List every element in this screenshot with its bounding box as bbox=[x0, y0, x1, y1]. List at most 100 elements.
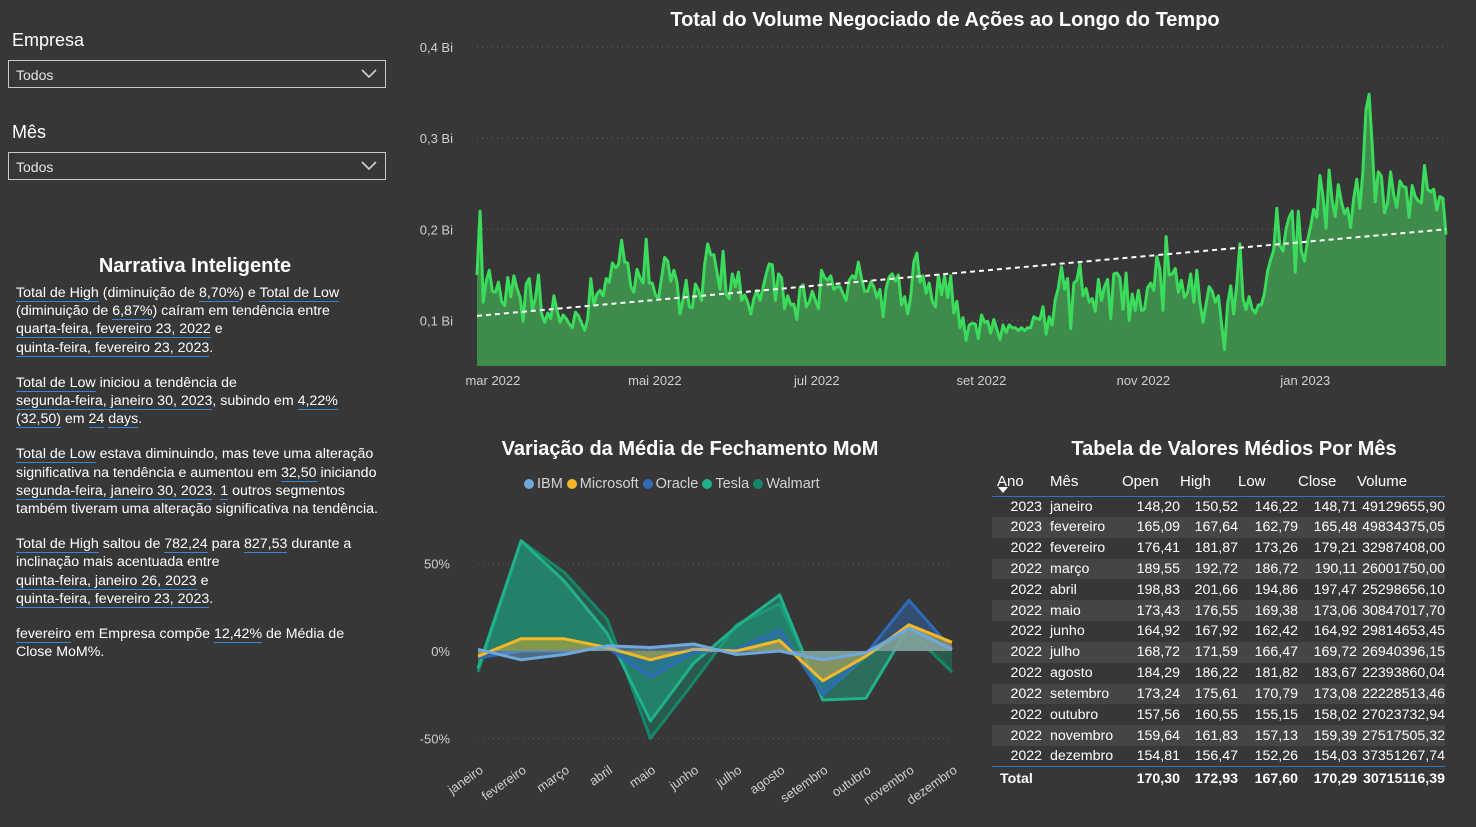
narrative-value: quinta-feira, janeiro 26, 2023 bbox=[16, 572, 197, 590]
chevron-down-icon bbox=[361, 161, 377, 171]
table-cell-mes: novembro bbox=[1044, 725, 1122, 747]
x-tick-label: nov 2022 bbox=[1117, 373, 1171, 388]
narrative-text: iniciando bbox=[316, 464, 377, 481]
smart-narrative: Total de High (diminuição de 8,70%) e To… bbox=[16, 284, 384, 678]
table-cell-high: 167,92 bbox=[1194, 623, 1238, 640]
table-cell-vol: 37351267,74 bbox=[1362, 748, 1445, 765]
x-tick-label: jul 2022 bbox=[793, 373, 840, 388]
narrative-value: fevereiro bbox=[16, 626, 72, 644]
empresa-dropdown[interactable]: Todos bbox=[8, 60, 386, 88]
series-area-microsoft bbox=[478, 624, 952, 681]
table-cell-mes: setembro bbox=[1044, 683, 1122, 705]
column-header-close[interactable]: Close bbox=[1298, 473, 1337, 491]
narrative-value: segunda-feira, janeiro 30, 2023 bbox=[16, 393, 213, 411]
legend-label: Microsoft bbox=[579, 476, 639, 492]
narrative-value: 32,50 bbox=[281, 464, 317, 482]
table-cell-close: 148,71 bbox=[1313, 498, 1357, 515]
x-tick-label: jan 2023 bbox=[1279, 373, 1330, 388]
sort-descending-icon bbox=[998, 487, 1008, 493]
series-area-ibm bbox=[478, 628, 952, 660]
table-cell-close: 159,39 bbox=[1298, 725, 1357, 747]
narrative-value: 782,24 bbox=[164, 536, 208, 554]
total-cell-close: 170,29 bbox=[1313, 770, 1357, 787]
legend-marker-icon bbox=[524, 479, 534, 489]
y-tick-label: 0,1 Bi bbox=[420, 313, 453, 328]
x-tick-label: mar 2022 bbox=[465, 373, 520, 388]
table-cell-ano: 2023 bbox=[992, 516, 1044, 538]
table-cell-mes: agosto bbox=[1050, 665, 1093, 682]
table-cell-low: 181,82 bbox=[1254, 665, 1298, 682]
mes-dropdown[interactable]: Todos bbox=[8, 152, 386, 180]
column-header-low[interactable]: Low bbox=[1238, 473, 1266, 491]
table-cell-vol: 30847017,70 bbox=[1357, 600, 1445, 622]
legend-item[interactable]: Oracle bbox=[642, 476, 699, 492]
table-cell-close: 154,03 bbox=[1313, 748, 1357, 765]
legend-label: Oracle bbox=[655, 476, 699, 492]
table-cell-vol: 26940396,15 bbox=[1357, 641, 1445, 663]
column-header-vol[interactable]: Volume bbox=[1357, 473, 1408, 491]
x-tick-label: maio bbox=[626, 762, 658, 790]
table-cell-close: 179,21 bbox=[1313, 540, 1357, 557]
table-cell-close: 197,47 bbox=[1313, 581, 1357, 598]
narrative-value: segunda-feira, janeiro 30, 2023 bbox=[16, 482, 213, 500]
narrative-text: . bbox=[212, 482, 221, 499]
table-cell-low: 166,47 bbox=[1238, 641, 1298, 663]
table-cell-open: 154,81 bbox=[1136, 748, 1180, 765]
narrative-paragraph: Total de High saltou de 782,24 para 827,… bbox=[16, 535, 384, 608]
table-row: 2022 novembro 159,64 161,83 157,13 159,39 2751… bbox=[992, 725, 1445, 747]
total-cell-ano: Total bbox=[1000, 770, 1033, 787]
narrative-text: , subindo em bbox=[212, 393, 298, 410]
legend-item[interactable]: Tesla bbox=[702, 476, 749, 492]
table-cell-low: 162,42 bbox=[1254, 623, 1298, 640]
y-tick-label: -50% bbox=[420, 732, 451, 747]
table-cell-low: 146,22 bbox=[1254, 498, 1298, 515]
table-cell-mes: fevereiro bbox=[1044, 516, 1122, 538]
legend-label: IBM bbox=[537, 476, 563, 492]
table-cell-close: 158,02 bbox=[1313, 706, 1357, 723]
table-cell-ano: 2022 bbox=[1010, 623, 1042, 640]
column-header-high[interactable]: High bbox=[1180, 473, 1211, 491]
table-cell-ano: 2022 bbox=[992, 683, 1044, 705]
narrative-title: Narrativa Inteligente bbox=[98, 255, 292, 277]
legend-item[interactable]: IBM bbox=[524, 476, 563, 492]
narrative-paragraph: Total de Low estava diminuindo, mas teve… bbox=[16, 445, 384, 518]
narrative-text: de Média de Close MoM%. bbox=[16, 626, 345, 661]
table-cell-ano: 2023 bbox=[1010, 498, 1042, 515]
narrative-text: . bbox=[209, 339, 214, 356]
column-header-open[interactable]: Open bbox=[1122, 473, 1159, 491]
table-cell-open: 173,43 bbox=[1122, 600, 1180, 622]
legend-marker-icon bbox=[702, 479, 713, 489]
mom-legend: IBM Microsoft Oracle Tesla Walmart bbox=[524, 476, 824, 492]
table-cell-high: 176,55 bbox=[1180, 600, 1238, 622]
total-cell-vol: 30715116,39 bbox=[1362, 770, 1445, 787]
narrative-value: Total de Low bbox=[16, 446, 96, 464]
column-header-ano[interactable]: Ano bbox=[992, 468, 1044, 496]
narrative-text: iniciou a tendência de bbox=[95, 374, 237, 391]
volume-area-chart[interactable]: 0,1 Bi 0,2 Bi 0,3 Bi 0,4 Bi mar 2022 mai 2022… bbox=[400, 35, 1476, 395]
table-cell-ano: 2022 bbox=[1010, 748, 1042, 765]
table-cell-close: 169,72 bbox=[1298, 641, 1357, 663]
legend-item[interactable]: Walmart bbox=[753, 476, 820, 492]
column-header-mes[interactable]: Mês bbox=[1050, 473, 1079, 491]
table-row: 2022 abril 198,83 201,66 194,86 197,47 2529865… bbox=[992, 579, 1445, 600]
chevron-down-icon bbox=[361, 69, 377, 79]
narrative-text: em Empresa compõe bbox=[71, 626, 214, 643]
narrative-text: outros segmentos também tiveram uma alte… bbox=[16, 482, 378, 518]
table-cell-low: 186,72 bbox=[1238, 558, 1298, 580]
table-cell-vol: 22228513,46 bbox=[1357, 683, 1445, 705]
x-tick-label: fevereiro bbox=[479, 762, 529, 803]
total-cell-mes bbox=[1044, 767, 1122, 790]
table-cell-open: 176,41 bbox=[1136, 540, 1180, 557]
table-cell-open: 198,83 bbox=[1136, 581, 1180, 598]
table-cell-mes: março bbox=[1044, 558, 1122, 580]
table-cell-ano: 2022 bbox=[992, 641, 1044, 663]
legend-item[interactable]: Microsoft bbox=[566, 476, 639, 492]
narrative-text: saltou de bbox=[98, 536, 165, 553]
total-cell-low: 167,60 bbox=[1254, 770, 1298, 787]
table-row: 2022 agosto 184,29 186,22 181,82 183,67 223938… bbox=[992, 663, 1445, 684]
narrative-value: 4,22% bbox=[297, 393, 338, 411]
table-cell-high: 156,47 bbox=[1194, 748, 1238, 765]
table-cell-close: 164,92 bbox=[1313, 623, 1357, 640]
table-total-row: Total 170,30 172,93 167,60 170,29 30715116,39 bbox=[992, 766, 1445, 790]
